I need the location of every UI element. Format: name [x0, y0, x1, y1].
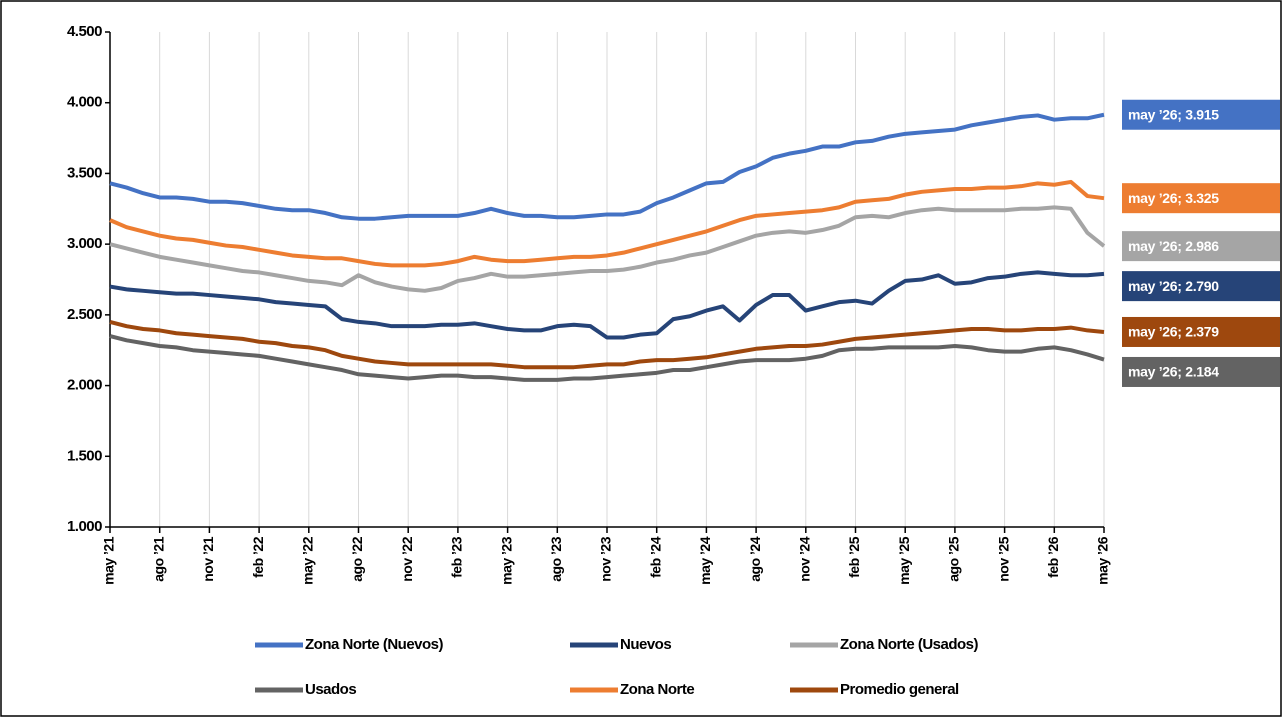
x-tick-label: feb ’23	[449, 536, 465, 578]
series-line	[109, 334, 1105, 382]
y-tick-label: 2.000	[67, 377, 102, 394]
x-tick-label: may ’26	[1095, 536, 1111, 585]
x-tick-label: may ’24	[697, 536, 713, 585]
x-tick-label: ago ’22	[349, 536, 365, 581]
value-label-box	[1122, 231, 1280, 262]
y-tick-label: 4.000	[67, 94, 102, 111]
series-line	[109, 319, 1105, 370]
x-tick-label: feb ’26	[1045, 536, 1061, 578]
value-label-box	[1122, 316, 1280, 347]
y-tick-label: 3.000	[67, 235, 102, 252]
legend-label: Zona Norte (Usados)	[840, 636, 979, 653]
legend-label: Zona Norte (Nuevos)	[305, 636, 444, 653]
value-label-box	[1122, 271, 1280, 302]
value-label: may ’26; 3.325	[1122, 183, 1280, 214]
value-label-text: may ’26; 2.184	[1128, 364, 1219, 380]
legend-label: Nuevos	[620, 636, 671, 653]
y-tick-label: 4.500	[67, 23, 102, 40]
series-line	[109, 205, 1106, 293]
value-label-text: may ’26; 2.986	[1128, 238, 1219, 254]
series-line	[109, 270, 1105, 340]
legend-label: Zona Norte	[620, 681, 694, 698]
x-tick-label: may ’22	[300, 536, 316, 585]
value-label-box	[1122, 99, 1280, 130]
x-tick-label: may ’23	[498, 536, 514, 585]
x-tick-label: feb ’24	[647, 536, 663, 578]
value-label: may ’26; 2.986	[1122, 231, 1280, 262]
x-tick-label: nov ’23	[598, 536, 614, 581]
value-label-text: may ’26; 2.790	[1128, 278, 1219, 294]
x-tick-label: ago ’24	[747, 536, 763, 581]
series-line	[109, 179, 1105, 268]
series-line	[109, 112, 1105, 221]
x-tick-label: ago ’25	[946, 536, 962, 581]
value-label-text: may ’26; 3.325	[1128, 190, 1219, 206]
y-tick-label: 1.500	[67, 447, 102, 464]
value-label: may ’26; 2.379	[1122, 316, 1280, 347]
y-tick-label: 2.500	[67, 306, 102, 323]
x-tick-label: may ’25	[896, 536, 912, 585]
value-label: may ’26; 2.184	[1122, 356, 1280, 387]
x-tick-label: may ’21	[101, 536, 117, 585]
value-label: may ’26; 2.790	[1122, 271, 1280, 302]
value-label: may ’26; 3.915	[1122, 99, 1280, 130]
legend-label: Promedio general	[840, 681, 959, 698]
x-tick-label: nov ’24	[797, 536, 813, 581]
x-tick-label: nov ’25	[995, 536, 1011, 581]
x-tick-label: ago ’21	[150, 536, 166, 581]
legend-label: Usados	[305, 681, 356, 698]
x-tick-label: nov ’22	[399, 536, 415, 581]
x-tick-label: feb ’25	[846, 536, 862, 578]
value-label-box	[1122, 356, 1280, 387]
x-tick-label: feb ’22	[250, 536, 266, 578]
value-label-box	[1122, 183, 1280, 214]
y-tick-label: 3.500	[67, 164, 102, 181]
y-tick-label: 1.000	[67, 518, 102, 535]
x-tick-label: nov ’21	[200, 536, 216, 581]
x-tick-label: ago ’23	[548, 536, 564, 581]
value-label-text: may ’26; 2.379	[1128, 324, 1219, 340]
value-label-text: may ’26; 3.915	[1128, 106, 1219, 122]
